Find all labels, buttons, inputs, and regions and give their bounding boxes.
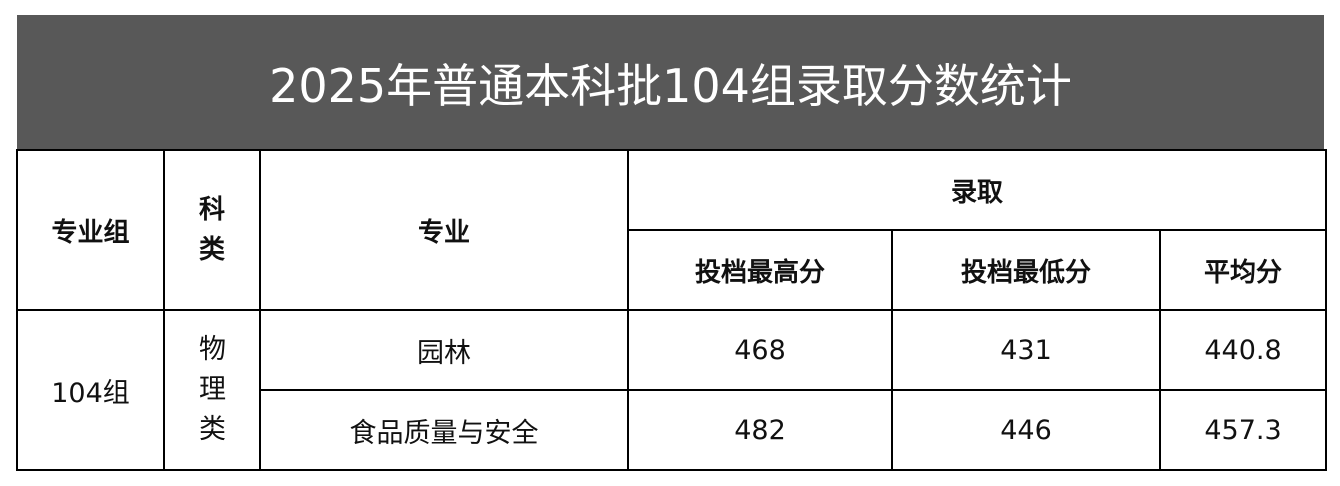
- major-cell: 食品质量与安全: [259, 389, 629, 471]
- table-row: 104组 物理类 园林 468 431 440.8: [16, 309, 1328, 471]
- group-cell: 104组: [16, 309, 165, 471]
- min-cell: 431: [891, 309, 1161, 391]
- major-cell: 园林: [259, 309, 629, 391]
- header-min: 投档最低分: [891, 229, 1161, 311]
- header-category: 科类: [163, 149, 261, 311]
- max-cell: 482: [627, 389, 893, 471]
- avg-cell: 440.8: [1158, 309, 1328, 391]
- header-admission: 录取: [626, 149, 1328, 231]
- header-max: 投档最高分: [627, 229, 893, 311]
- score-table: 专业组 科类 专业 录取 投档最高分 投档最低分 平均分 104组 物理类 园林…: [16, 149, 1328, 471]
- table-row: 食品质量与安全 482 446 457.3: [17, 389, 1328, 471]
- min-cell: 446: [891, 389, 1161, 471]
- header-avg: 平均分: [1158, 229, 1328, 311]
- category-cell: 物理类: [163, 309, 261, 471]
- max-cell: 468: [627, 309, 893, 391]
- category-text: 物理类: [199, 334, 226, 445]
- page-title: 2025年普通本科批104组录取分数统计: [17, 15, 1324, 150]
- header-major: 专业: [259, 149, 629, 311]
- header-group: 专业组: [16, 149, 165, 311]
- avg-cell: 457.3: [1158, 389, 1328, 471]
- header-category-text: 科类: [199, 195, 226, 265]
